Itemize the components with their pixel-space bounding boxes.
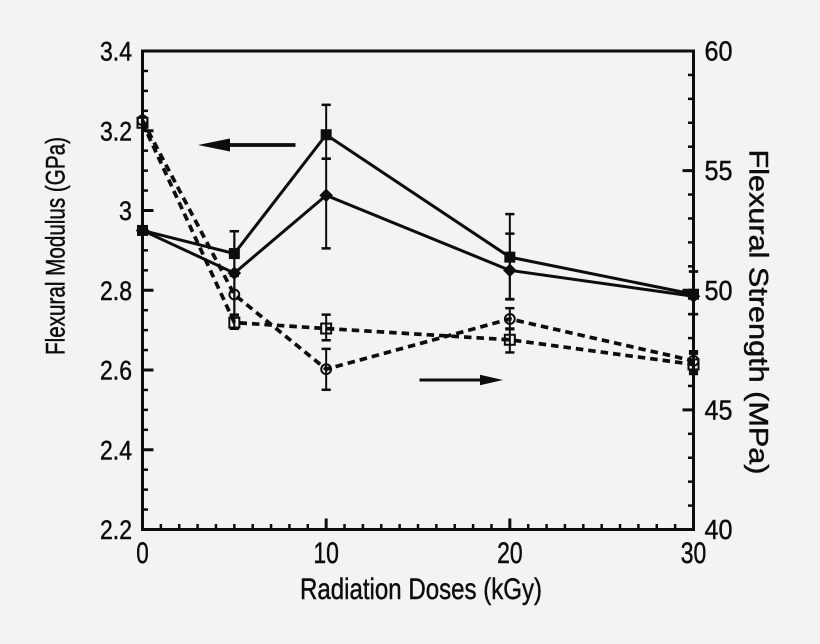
marker-filled-square-flexural-modulus-a bbox=[228, 248, 240, 260]
x-tick-label: 20 bbox=[497, 537, 523, 570]
marker-filled-diamond-flexural-modulus-b bbox=[227, 266, 242, 280]
x-tick-label: 0 bbox=[136, 537, 149, 570]
marker-open-circle-flexural-strength-b bbox=[228, 288, 241, 301]
marker-open-square-flexural-strength-a bbox=[228, 316, 241, 329]
y-right-axis-title: Flexural Strength (MPa) bbox=[744, 150, 774, 475]
x-tick-label: 30 bbox=[681, 537, 707, 570]
y-left-tick-label: 3.2 bbox=[100, 116, 132, 146]
x-axis-title: Radiation Doses (kGy) bbox=[300, 573, 542, 606]
y-left-axis-title: Flexural Modulus (GPa) bbox=[41, 137, 71, 355]
marker-open-circle-flexural-strength-b bbox=[136, 114, 149, 127]
y-right-tick-label: 60 bbox=[705, 36, 733, 67]
y-right-tick-label: 45 bbox=[705, 394, 733, 425]
marker-open-circle-flexural-strength-b bbox=[320, 363, 333, 376]
marker-open-square-flexural-strength-a bbox=[687, 358, 700, 371]
marker-filled-diamond-flexural-modulus-b bbox=[686, 289, 701, 304]
series-line-flexural-strength-b bbox=[140, 119, 694, 372]
marker-filled-diamond-flexural-modulus-b bbox=[319, 188, 333, 203]
marker-open-circle-flexural-strength-b bbox=[503, 313, 516, 325]
y-right-tick-label: 40 bbox=[705, 514, 733, 545]
y-left-tick-label: 2.2 bbox=[100, 515, 132, 545]
marker-filled-square-flexural-modulus-a bbox=[320, 129, 332, 141]
right-axis-arrow-head bbox=[480, 374, 503, 386]
x-tick-label: 10 bbox=[313, 537, 339, 570]
marker-filled-diamond-flexural-modulus-b bbox=[135, 223, 150, 238]
marker-open-circle-flexural-strength-b bbox=[687, 354, 700, 367]
y-left-tick-label: 2.8 bbox=[100, 276, 132, 306]
marker-open-square-flexural-strength-a bbox=[320, 322, 333, 335]
y-left-tick-label: 2.6 bbox=[100, 356, 132, 386]
y-right-tick-label: 55 bbox=[705, 155, 733, 186]
y-left-tick-label: 3.4 bbox=[100, 37, 132, 67]
marker-filled-diamond-flexural-modulus-b bbox=[503, 263, 517, 278]
y-left-tick-label: 2.4 bbox=[100, 435, 132, 465]
marker-open-square-flexural-strength-a bbox=[503, 333, 516, 346]
left-axis-arrow-head bbox=[198, 138, 230, 152]
y-left-tick-label: 3 bbox=[119, 196, 132, 226]
marker-filled-square-flexural-modulus-a bbox=[504, 251, 516, 263]
y-right-tick-label: 50 bbox=[705, 275, 733, 306]
